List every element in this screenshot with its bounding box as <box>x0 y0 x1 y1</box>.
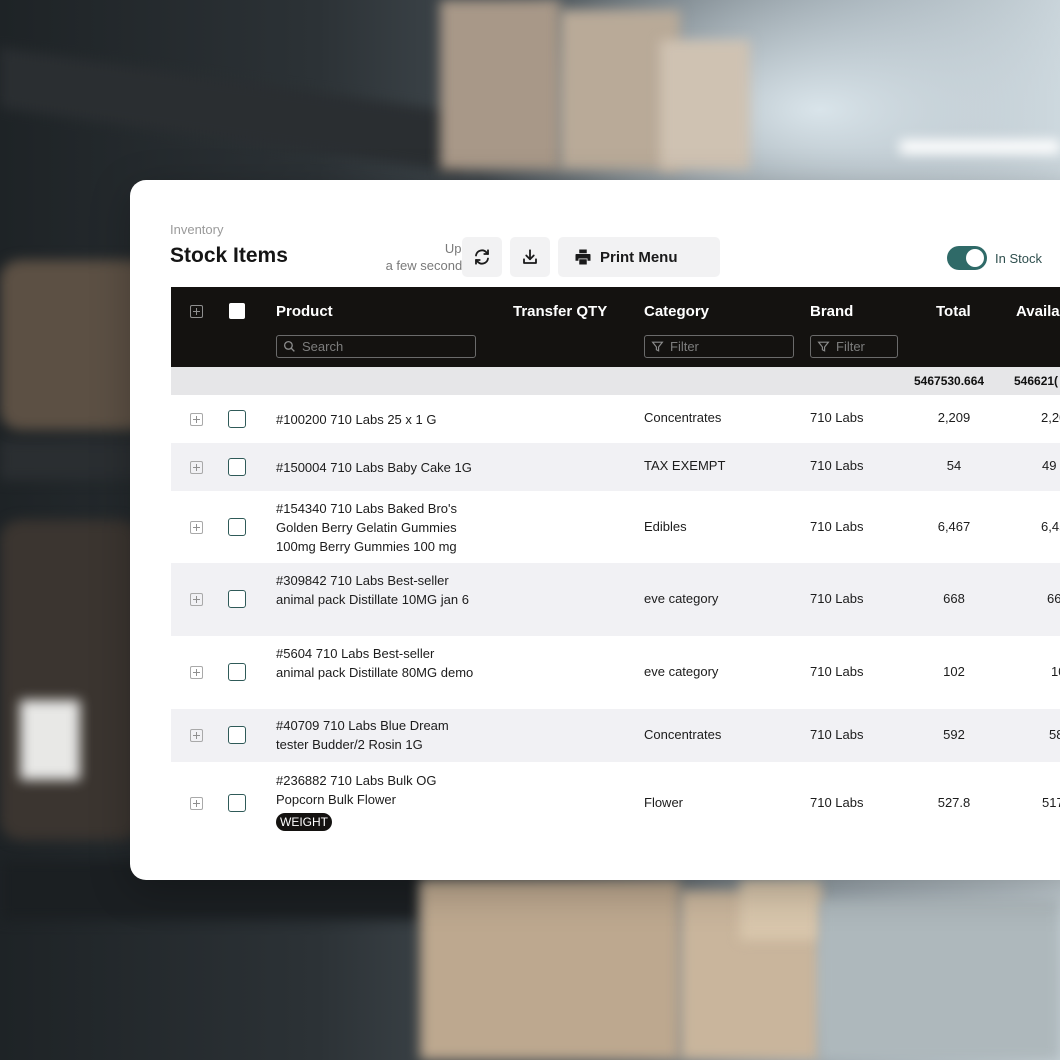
print-menu-label: Print Menu <box>600 248 678 266</box>
page-title: Stock Items <box>170 244 288 267</box>
product-name: #309842 710 Labs Best-seller animal pack… <box>276 573 469 607</box>
row-expand-icon[interactable] <box>190 461 203 474</box>
product-cell: #236882 710 Labs Bulk OG Popcorn Bulk Fl… <box>276 771 476 831</box>
refresh-button[interactable] <box>462 237 502 277</box>
table-row[interactable]: #5604 710 Labs Best-seller animal pack D… <box>171 636 1060 709</box>
column-category[interactable]: Category <box>644 303 710 320</box>
category-filter-input[interactable]: Filter <box>644 335 794 358</box>
total-value: 527.8 <box>937 795 971 810</box>
total-value: 2,209 <box>937 410 971 425</box>
in-stock-toggle[interactable] <box>947 246 987 270</box>
table-row[interactable]: #309842 710 Labs Best-seller animal pack… <box>171 563 1060 636</box>
total-value: 592 <box>943 727 965 742</box>
table-row[interactable]: #154340 710 Labs Baked Bro's Golden Berr… <box>171 491 1060 563</box>
category-value: eve category <box>644 664 719 679</box>
printer-icon <box>575 249 591 265</box>
product-name: #5604 710 Labs Best-seller animal pack D… <box>276 646 474 680</box>
breadcrumb[interactable]: Inventory <box>170 222 224 237</box>
row-checkbox[interactable] <box>228 794 246 812</box>
totals-row: 5467530.664 546621( <box>171 367 1060 395</box>
category-value: Flower <box>644 795 684 810</box>
in-stock-label: In Stock <box>995 250 1042 266</box>
table-header: Product Transfer QTY Category Brand Tota… <box>171 287 1060 367</box>
available-value: 517.8( <box>1042 795 1060 810</box>
row-checkbox[interactable] <box>228 590 246 608</box>
row-expand-icon[interactable] <box>190 797 203 810</box>
row-checkbox[interactable] <box>228 726 246 744</box>
brand-value: 710 Labs <box>810 458 864 473</box>
total-value: 668 <box>943 591 965 606</box>
total-value: 102 <box>943 664 965 679</box>
category-value: TAX EXEMPT <box>644 458 726 473</box>
in-stock-toggle-group: In Stock <box>947 246 1042 270</box>
product-search-input[interactable]: Search <box>276 335 476 358</box>
download-icon <box>523 249 537 264</box>
row-checkbox[interactable] <box>228 410 246 428</box>
column-brand[interactable]: Brand <box>810 303 854 320</box>
expand-all-icon[interactable] <box>190 305 203 318</box>
brand-value: 710 Labs <box>810 795 864 810</box>
search-icon <box>283 340 295 352</box>
row-expand-icon[interactable] <box>190 413 203 426</box>
row-checkbox[interactable] <box>228 458 246 476</box>
filter-icon <box>651 341 664 352</box>
row-expand-icon[interactable] <box>190 593 203 606</box>
available-value: 102 <box>1051 664 1060 679</box>
brand-filter-input[interactable]: Filter <box>810 335 898 358</box>
category-value: eve category <box>644 591 719 606</box>
search-placeholder: Search <box>302 339 344 354</box>
table-body: #100200 710 Labs 25 x 1 G Concentrates 7… <box>171 395 1060 844</box>
table-row[interactable]: #100200 710 Labs 25 x 1 G Concentrates 7… <box>171 395 1060 443</box>
category-value: Edibles <box>644 519 687 534</box>
refresh-icon <box>475 249 489 265</box>
row-expand-icon[interactable] <box>190 666 203 679</box>
select-all-checkbox[interactable] <box>229 303 245 319</box>
download-button[interactable] <box>510 237 550 277</box>
stock-items-card: Inventory Stock Items Updated a few seco… <box>130 180 1060 880</box>
table-row[interactable]: #40709 710 Labs Blue Dream tester Budder… <box>171 709 1060 762</box>
category-value: Concentrates <box>644 410 722 425</box>
category-value: Concentrates <box>644 727 722 742</box>
print-menu-button[interactable]: Print Menu <box>558 237 720 277</box>
brand-value: 710 Labs <box>810 519 864 534</box>
product-name: #40709 710 Labs Blue Dream tester Budder… <box>276 718 449 752</box>
brand-value: 710 Labs <box>810 410 864 425</box>
total-value: 54 <box>946 458 962 473</box>
product-name: #150004 710 Labs Baby Cake 1G <box>276 460 472 475</box>
table-row[interactable]: #150004 710 Labs Baby Cake 1G TAX EXEMPT… <box>171 443 1060 491</box>
category-filter-placeholder: Filter <box>670 339 699 354</box>
table-row[interactable]: #236882 710 Labs Bulk OG Popcorn Bulk Fl… <box>171 762 1060 844</box>
product-name: #100200 710 Labs 25 x 1 G <box>276 412 437 427</box>
filter-icon <box>817 341 830 352</box>
product-name: #154340 710 Labs Baked Bro's Golden Berr… <box>276 501 458 554</box>
toggle-knob <box>966 249 984 267</box>
weight-badge: WEIGHT <box>276 813 332 831</box>
row-checkbox[interactable] <box>228 518 246 536</box>
column-total[interactable]: Total <box>936 303 971 320</box>
available-value: 668 <box>1047 591 1060 606</box>
total-value: 6,467 <box>937 519 971 534</box>
brand-value: 710 Labs <box>810 591 864 606</box>
available-value: 583 <box>1049 727 1060 742</box>
column-product[interactable]: Product <box>276 303 333 320</box>
total-sum: 5467530.664 <box>914 374 985 388</box>
row-expand-icon[interactable] <box>190 729 203 742</box>
available-value: 6,45( <box>1041 519 1060 534</box>
column-transfer-qty[interactable]: Transfer QTY <box>513 303 608 320</box>
brand-value: 710 Labs <box>810 664 864 679</box>
available-value: 49 <box>1042 458 1057 473</box>
brand-value: 710 Labs <box>810 727 864 742</box>
row-checkbox[interactable] <box>228 663 246 681</box>
brand-filter-placeholder: Filter <box>836 339 865 354</box>
row-expand-icon[interactable] <box>190 521 203 534</box>
product-name: #236882 710 Labs Bulk OG Popcorn Bulk Fl… <box>276 773 437 807</box>
available-sum: 546621( <box>1014 374 1059 388</box>
available-value: 2,20( <box>1041 410 1060 425</box>
column-available[interactable]: Availa <box>1016 303 1060 320</box>
stock-table: Product Transfer QTY Category Brand Tota… <box>171 287 1060 844</box>
